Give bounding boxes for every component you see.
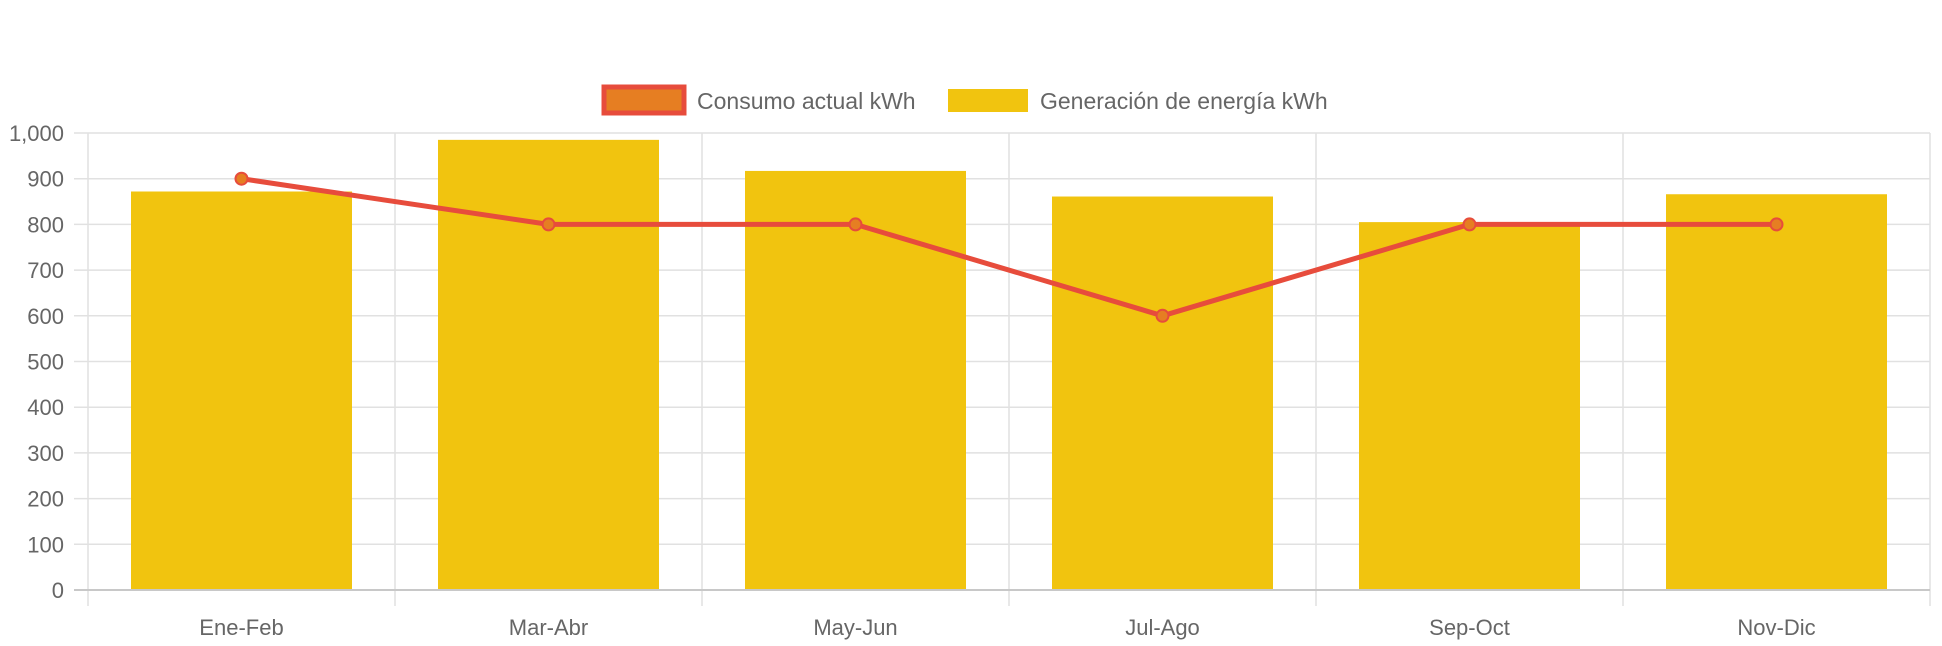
- legend-swatch-generacion[interactable]: [948, 89, 1028, 112]
- y-tick-label: 400: [27, 395, 64, 420]
- x-tick-label: Mar-Abr: [509, 615, 588, 640]
- y-tick-label: 900: [27, 167, 64, 192]
- y-tick-label: 600: [27, 304, 64, 329]
- y-tick-label: 500: [27, 350, 64, 375]
- y-tick-label: 0: [52, 578, 64, 603]
- legend-label-consumo[interactable]: Consumo actual kWh: [697, 88, 916, 114]
- point-consumo-nov-dic[interactable]: [1769, 217, 1784, 232]
- bar-generacion-jul-ago[interactable]: [1052, 196, 1273, 590]
- point-consumo-may-jun[interactable]: [848, 217, 863, 232]
- point-consumo-jul-ago[interactable]: [1155, 308, 1170, 323]
- x-tick-label: Jul-Ago: [1125, 615, 1200, 640]
- legend-label-generacion[interactable]: Generación de energía kWh: [1040, 88, 1328, 114]
- point-consumo-mar-abr[interactable]: [541, 217, 556, 232]
- x-tick-label: Nov-Dic: [1737, 615, 1815, 640]
- y-tick-label: 1,000: [9, 121, 64, 146]
- y-tick-label: 700: [27, 258, 64, 283]
- x-tick-label: Sep-Oct: [1429, 615, 1510, 640]
- bar-generacion-may-jun[interactable]: [745, 170, 966, 590]
- legend-swatch-consumo[interactable]: [601, 84, 687, 116]
- y-tick-label: 100: [27, 532, 64, 557]
- bar-generacion-nov-dic[interactable]: [1666, 194, 1887, 590]
- y-tick-label: 200: [27, 487, 64, 512]
- bar-generacion-ene-feb[interactable]: [131, 191, 352, 590]
- bar-generacion-mar-abr[interactable]: [438, 139, 659, 591]
- point-consumo-ene-feb[interactable]: [234, 171, 249, 186]
- y-tick-label: 800: [27, 212, 64, 237]
- x-tick-label: Ene-Feb: [199, 615, 283, 640]
- line-consumo: [241, 176, 1777, 319]
- x-tick-label: May-Jun: [813, 615, 897, 640]
- point-consumo-sep-oct[interactable]: [1462, 217, 1477, 232]
- y-tick-label: 300: [27, 441, 64, 466]
- bar-generacion-sep-oct[interactable]: [1359, 222, 1580, 591]
